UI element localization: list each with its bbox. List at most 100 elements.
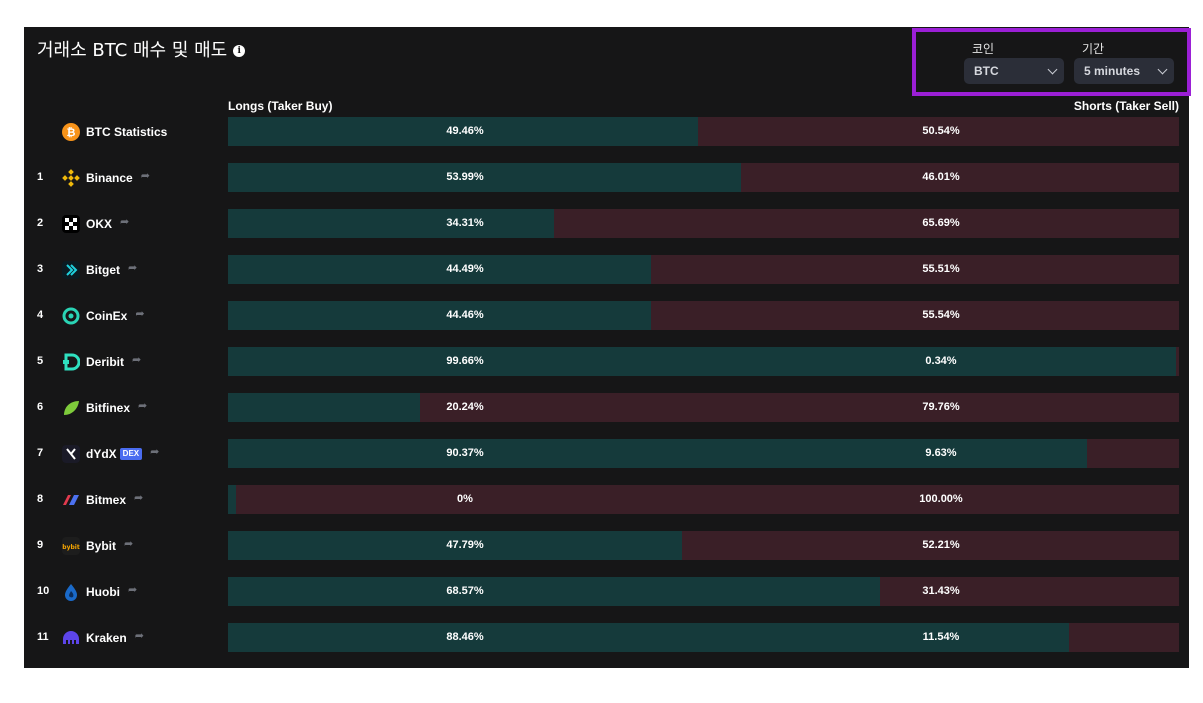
long-fill (228, 209, 555, 238)
exchange-name[interactable]: Bitget ➦ (86, 260, 138, 278)
rank-number: 2 (37, 217, 44, 229)
long-percentage: 99.66% (446, 355, 484, 367)
dydx-icon (62, 445, 80, 463)
exchange-name-text: OKX (86, 217, 113, 231)
coin-filter-label: 코인 (972, 42, 995, 56)
exchange-name[interactable]: Bitfinex ➦ (86, 398, 148, 416)
exchange-name-text: Bybit (86, 539, 116, 553)
long-fill (228, 347, 1176, 376)
share-icon[interactable]: ➦ (132, 352, 142, 366)
share-icon[interactable]: ➦ (140, 168, 150, 182)
exchange-name-text: Kraken (86, 631, 127, 645)
long-short-ratio-bar: 44.46% 55.54% (228, 301, 1179, 330)
rank-number: 9 (37, 539, 44, 551)
dex-badge: DEX (119, 448, 143, 460)
exchange-row: 5 Deribit ➦ 99.66% 0.34% (24, 347, 1189, 377)
exchange-name[interactable]: Deribit ➦ (86, 352, 142, 370)
share-icon[interactable]: ➦ (135, 306, 145, 320)
long-percentage: 0% (457, 493, 473, 505)
rank-number: 11 (37, 631, 49, 643)
bitget-icon (62, 261, 80, 279)
long-percentage: 49.46% (446, 125, 484, 137)
exchange-row: 7 dYdX DEX ➦ 90.37% 9.63% (24, 439, 1189, 469)
bybit-icon: bybit (62, 537, 80, 555)
share-icon[interactable]: ➦ (138, 398, 148, 412)
long-short-ratio-bar: 68.57% 31.43% (228, 577, 1179, 606)
exchange-name[interactable]: Bybit ➦ (86, 536, 134, 554)
exchange-name[interactable]: dYdX DEX ➦ (86, 444, 160, 462)
rank-number: 6 (37, 401, 44, 413)
filter-group: 코인 BTC 기간 5 minutes (912, 28, 1191, 96)
exchange-name[interactable]: Binance ➦ (86, 168, 150, 186)
short-percentage: 31.43% (922, 585, 960, 597)
short-percentage: 50.54% (922, 125, 960, 137)
exchange-row: 6 Bitfinex ➦ 20.24% 79.76% (24, 393, 1189, 423)
long-fill (228, 623, 1070, 652)
short-percentage: 65.69% (922, 217, 960, 229)
exchange-name-text: BTC Statistics (86, 125, 168, 139)
long-short-ratio-bar: 49.46% 50.54% (228, 117, 1179, 146)
page-title-text: 거래소 BTC 매수 및 매도 (37, 40, 228, 61)
exchange-row: 4 CoinEx ➦ 44.46% 55.54% (24, 301, 1189, 331)
bitcoin-icon: ₿ (62, 123, 80, 141)
share-icon[interactable]: ➦ (128, 260, 138, 274)
rank-number: 1 (37, 171, 44, 183)
exchange-row: 2 OKX ➦ 34.31% 65.69% (24, 209, 1189, 239)
long-short-ratio-bar: 47.79% 52.21% (228, 531, 1179, 560)
exchange-name-text: Bitget (86, 263, 120, 277)
exchange-name[interactable]: OKX ➦ (86, 214, 130, 232)
exchange-name[interactable]: Bitmex ➦ (86, 490, 144, 508)
long-percentage: 44.49% (446, 263, 484, 275)
exchange-row: 11 Kraken ➦ 88.46% 11.54% (24, 623, 1189, 653)
long-percentage: 20.24% (446, 401, 484, 413)
exchange-name-text: Bitmex (86, 493, 127, 507)
long-short-ratio-bar: 88.46% 11.54% (228, 623, 1179, 652)
rank-number: 10 (37, 585, 50, 597)
share-icon[interactable]: ➦ (150, 444, 160, 458)
exchange-name[interactable]: BTC Statistics (86, 125, 167, 139)
exchange-name-text: Binance (86, 171, 133, 185)
bitmex-icon (62, 491, 80, 509)
long-short-ratio-bar: 99.66% 0.34% (228, 347, 1179, 376)
exchange-name-text: Huobi (86, 585, 120, 599)
share-icon[interactable]: ➦ (134, 490, 144, 504)
short-percentage: 46.01% (922, 171, 960, 183)
info-icon[interactable]: i (233, 44, 246, 57)
period-select[interactable]: 5 minutes (1074, 58, 1174, 84)
exchange-row: 10 Huobi ➦ 68.57% 31.43% (24, 577, 1189, 607)
exchange-name[interactable]: Kraken ➦ (86, 628, 144, 646)
exchange-row: 1 Binance ➦ 53.99% 46.01% (24, 163, 1189, 193)
long-short-ratio-bar: 44.49% 55.51% (228, 255, 1179, 284)
long-fill (228, 393, 421, 422)
short-percentage: 55.51% (922, 263, 960, 275)
long-percentage: 53.99% (446, 171, 484, 183)
share-icon[interactable]: ➦ (124, 536, 134, 550)
binance-icon (62, 169, 80, 187)
share-icon[interactable]: ➦ (128, 582, 138, 596)
long-fill (228, 531, 683, 560)
exchange-name[interactable]: Huobi ➦ (86, 582, 138, 600)
exchange-name-text: Deribit (86, 355, 125, 369)
long-short-ratio-bar: 34.31% 65.69% (228, 209, 1179, 238)
exchange-name-text: dYdX (86, 447, 117, 461)
exchange-row: 8 Bitmex ➦ 0% 100.00% (24, 485, 1189, 515)
coin-select[interactable]: BTC (964, 58, 1064, 84)
long-percentage: 90.37% (446, 447, 484, 459)
longs-column-header: Longs (Taker Buy) (228, 99, 333, 113)
huobi-icon (62, 583, 80, 601)
long-fill (228, 117, 699, 146)
chevron-down-icon (1157, 64, 1168, 75)
short-percentage: 52.21% (922, 539, 960, 551)
taker-buy-sell-panel: 거래소 BTC 매수 및 매도 i 코인 BTC 기간 5 minutes Lo… (24, 27, 1191, 668)
rank-number: 8 (37, 493, 44, 505)
long-fill (228, 301, 651, 330)
long-fill (228, 577, 881, 606)
share-icon[interactable]: ➦ (134, 628, 144, 642)
exchange-row: ₿ BTC Statistics 49.46% 50.54% (24, 117, 1189, 147)
exchange-name[interactable]: CoinEx ➦ (86, 306, 145, 324)
exchange-name-text: Bitfinex (86, 401, 131, 415)
share-icon[interactable]: ➦ (120, 214, 130, 228)
okx-icon (62, 215, 80, 233)
exchange-name-text: CoinEx (86, 309, 128, 323)
long-percentage: 68.57% (446, 585, 484, 597)
